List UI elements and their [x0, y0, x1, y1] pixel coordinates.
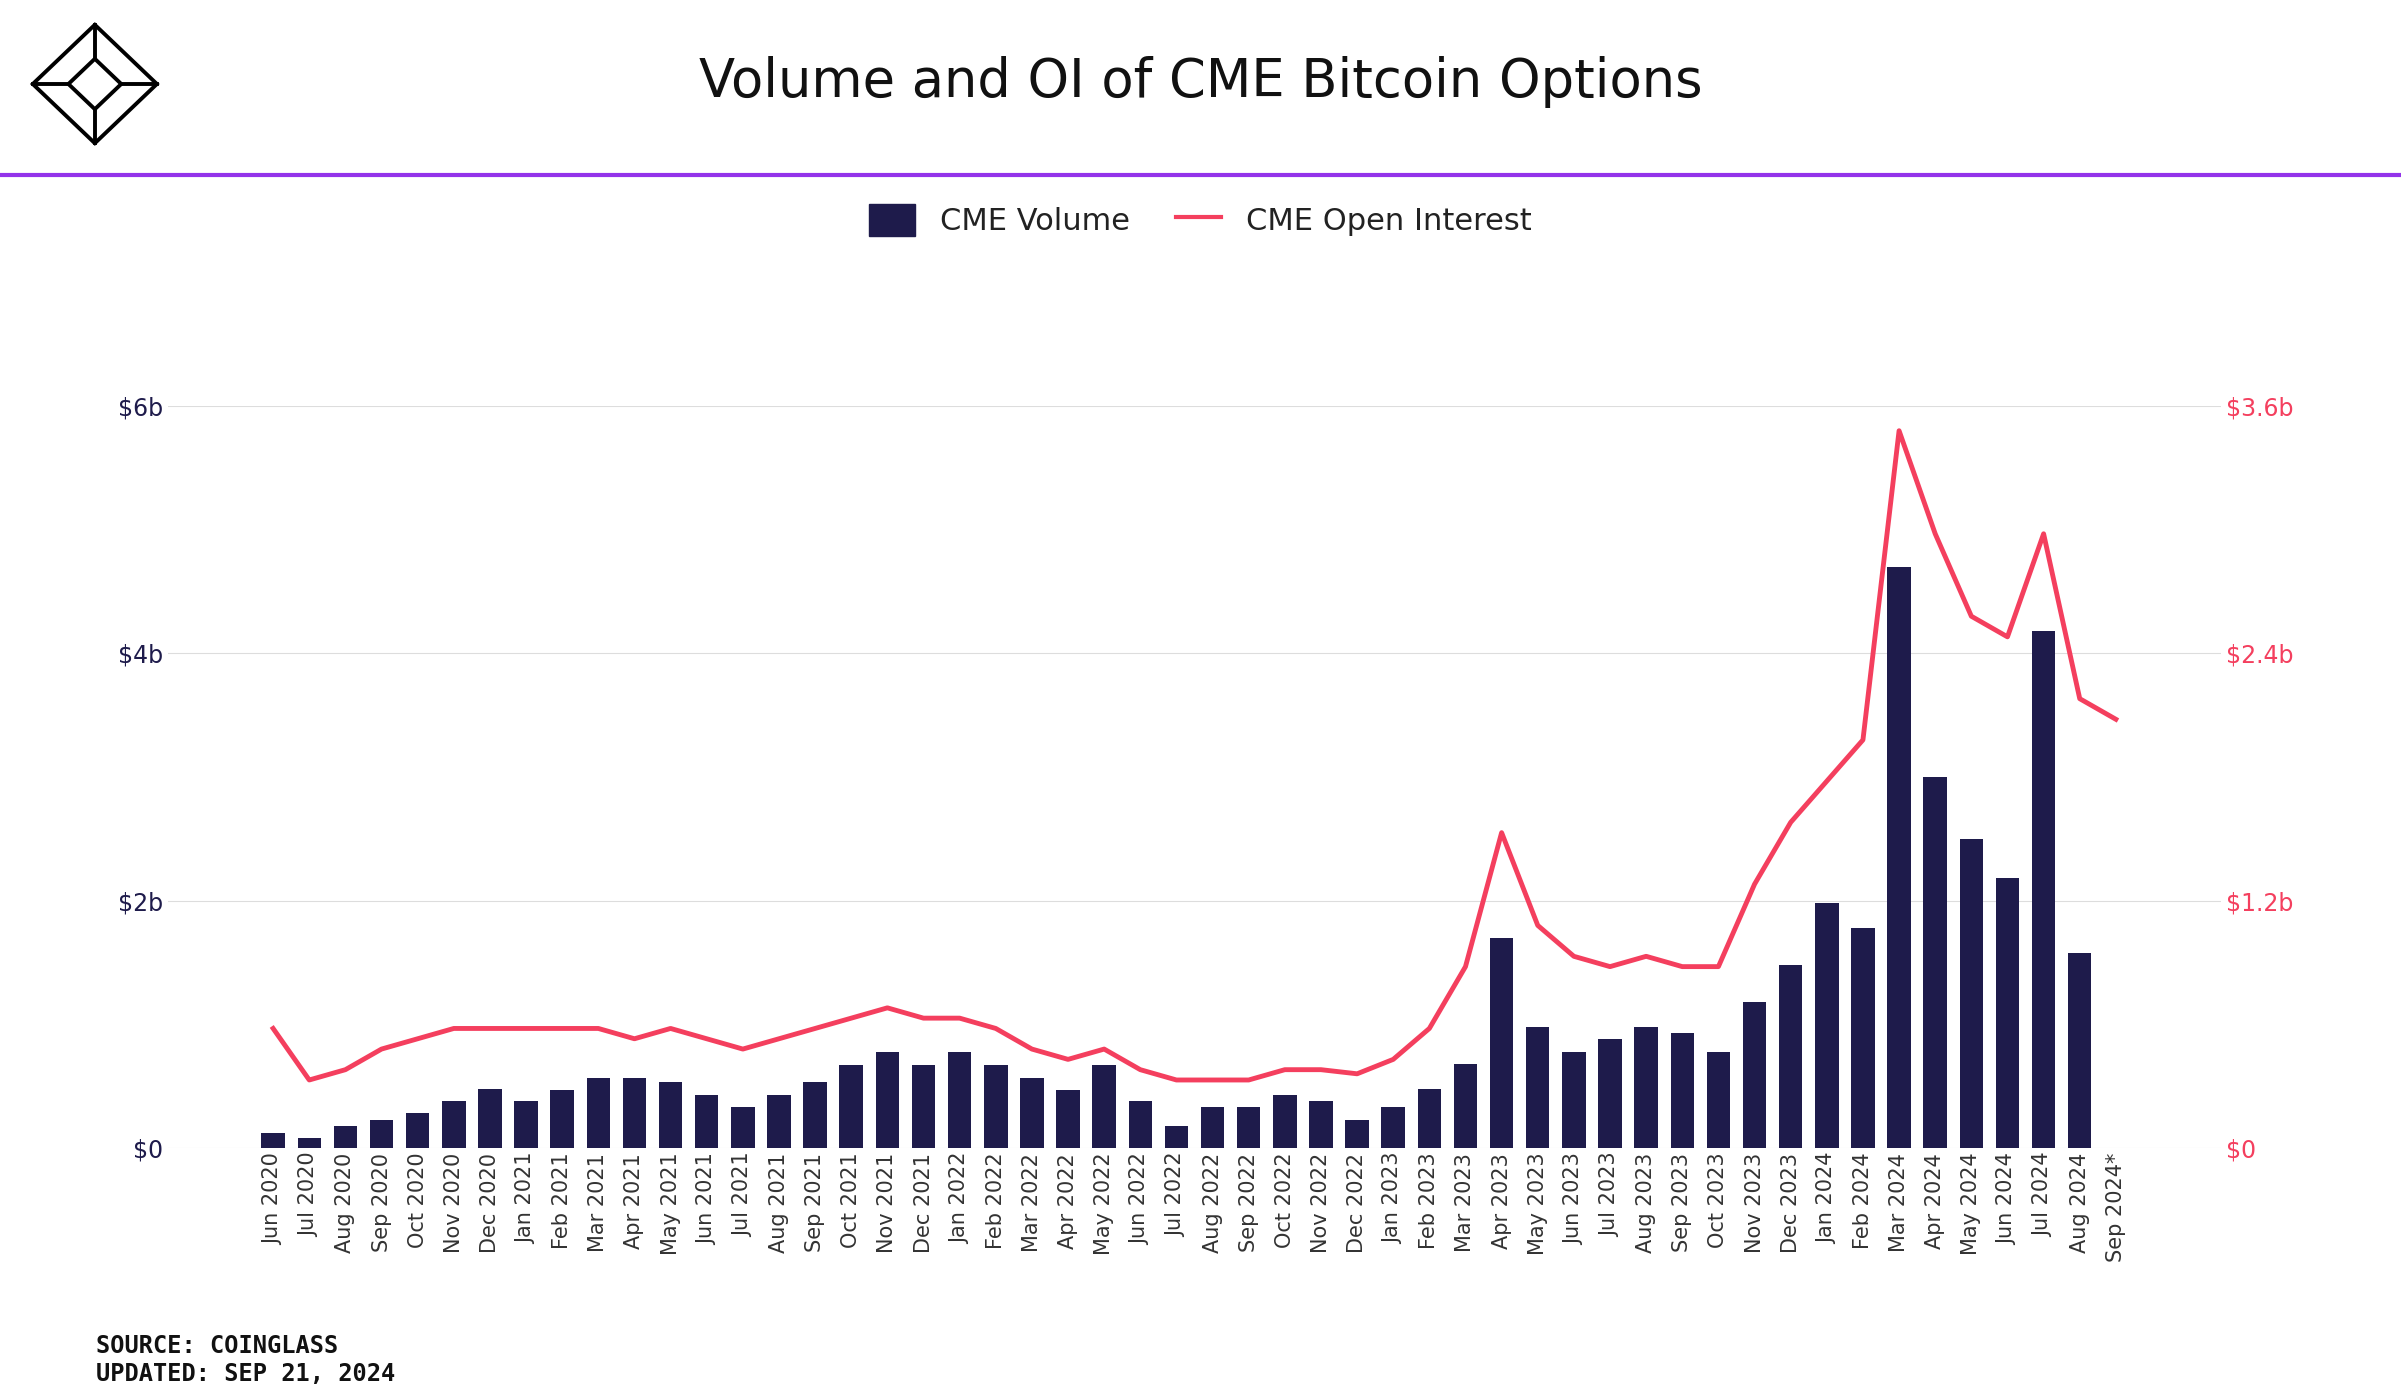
- Bar: [1128, 1100, 1152, 1148]
- Bar: [876, 1051, 898, 1148]
- Bar: [1381, 1107, 1405, 1148]
- Bar: [334, 1126, 358, 1148]
- Bar: [730, 1107, 754, 1148]
- Bar: [2031, 631, 2055, 1148]
- Text: SOURCE: COINGLASS
UPDATED: SEP 21, 2024: SOURCE: COINGLASS UPDATED: SEP 21, 2024: [96, 1334, 396, 1386]
- Bar: [694, 1095, 718, 1148]
- Bar: [1779, 965, 1803, 1148]
- Bar: [1563, 1051, 1585, 1148]
- Bar: [298, 1138, 322, 1148]
- Bar: [1815, 903, 1839, 1148]
- Bar: [478, 1089, 502, 1148]
- Bar: [622, 1078, 646, 1148]
- Bar: [1092, 1065, 1116, 1148]
- Text: Volume and OI of CME Bitcoin Options: Volume and OI of CME Bitcoin Options: [699, 56, 1702, 108]
- Bar: [1417, 1089, 1441, 1148]
- Bar: [804, 1082, 826, 1148]
- Bar: [1743, 1002, 1767, 1148]
- Bar: [1309, 1100, 1333, 1148]
- Bar: [1453, 1064, 1477, 1148]
- Bar: [550, 1089, 574, 1148]
- Bar: [912, 1065, 936, 1148]
- Bar: [1200, 1107, 1225, 1148]
- Bar: [840, 1065, 862, 1148]
- Bar: [514, 1100, 538, 1148]
- Bar: [1491, 938, 1513, 1148]
- Bar: [262, 1133, 286, 1148]
- Bar: [1995, 878, 2019, 1148]
- Bar: [586, 1078, 610, 1148]
- Bar: [1959, 839, 1983, 1148]
- Bar: [984, 1065, 1008, 1148]
- Bar: [1671, 1033, 1695, 1148]
- Bar: [1635, 1026, 1659, 1148]
- Legend: CME Volume, CME Open Interest: CME Volume, CME Open Interest: [869, 204, 1532, 237]
- Bar: [658, 1082, 682, 1148]
- Bar: [1237, 1107, 1261, 1148]
- Bar: [2067, 952, 2091, 1148]
- Bar: [1056, 1089, 1080, 1148]
- Bar: [1164, 1126, 1188, 1148]
- Bar: [1707, 1051, 1731, 1148]
- Bar: [1527, 1026, 1549, 1148]
- Bar: [370, 1120, 394, 1148]
- Bar: [1887, 567, 1911, 1148]
- Bar: [442, 1100, 466, 1148]
- Bar: [406, 1113, 430, 1148]
- Bar: [1923, 777, 1947, 1148]
- Bar: [1273, 1095, 1297, 1148]
- Bar: [1020, 1078, 1044, 1148]
- Bar: [948, 1051, 972, 1148]
- Bar: [1599, 1039, 1621, 1148]
- Bar: [768, 1095, 790, 1148]
- Bar: [1345, 1120, 1369, 1148]
- Bar: [1851, 928, 1875, 1148]
